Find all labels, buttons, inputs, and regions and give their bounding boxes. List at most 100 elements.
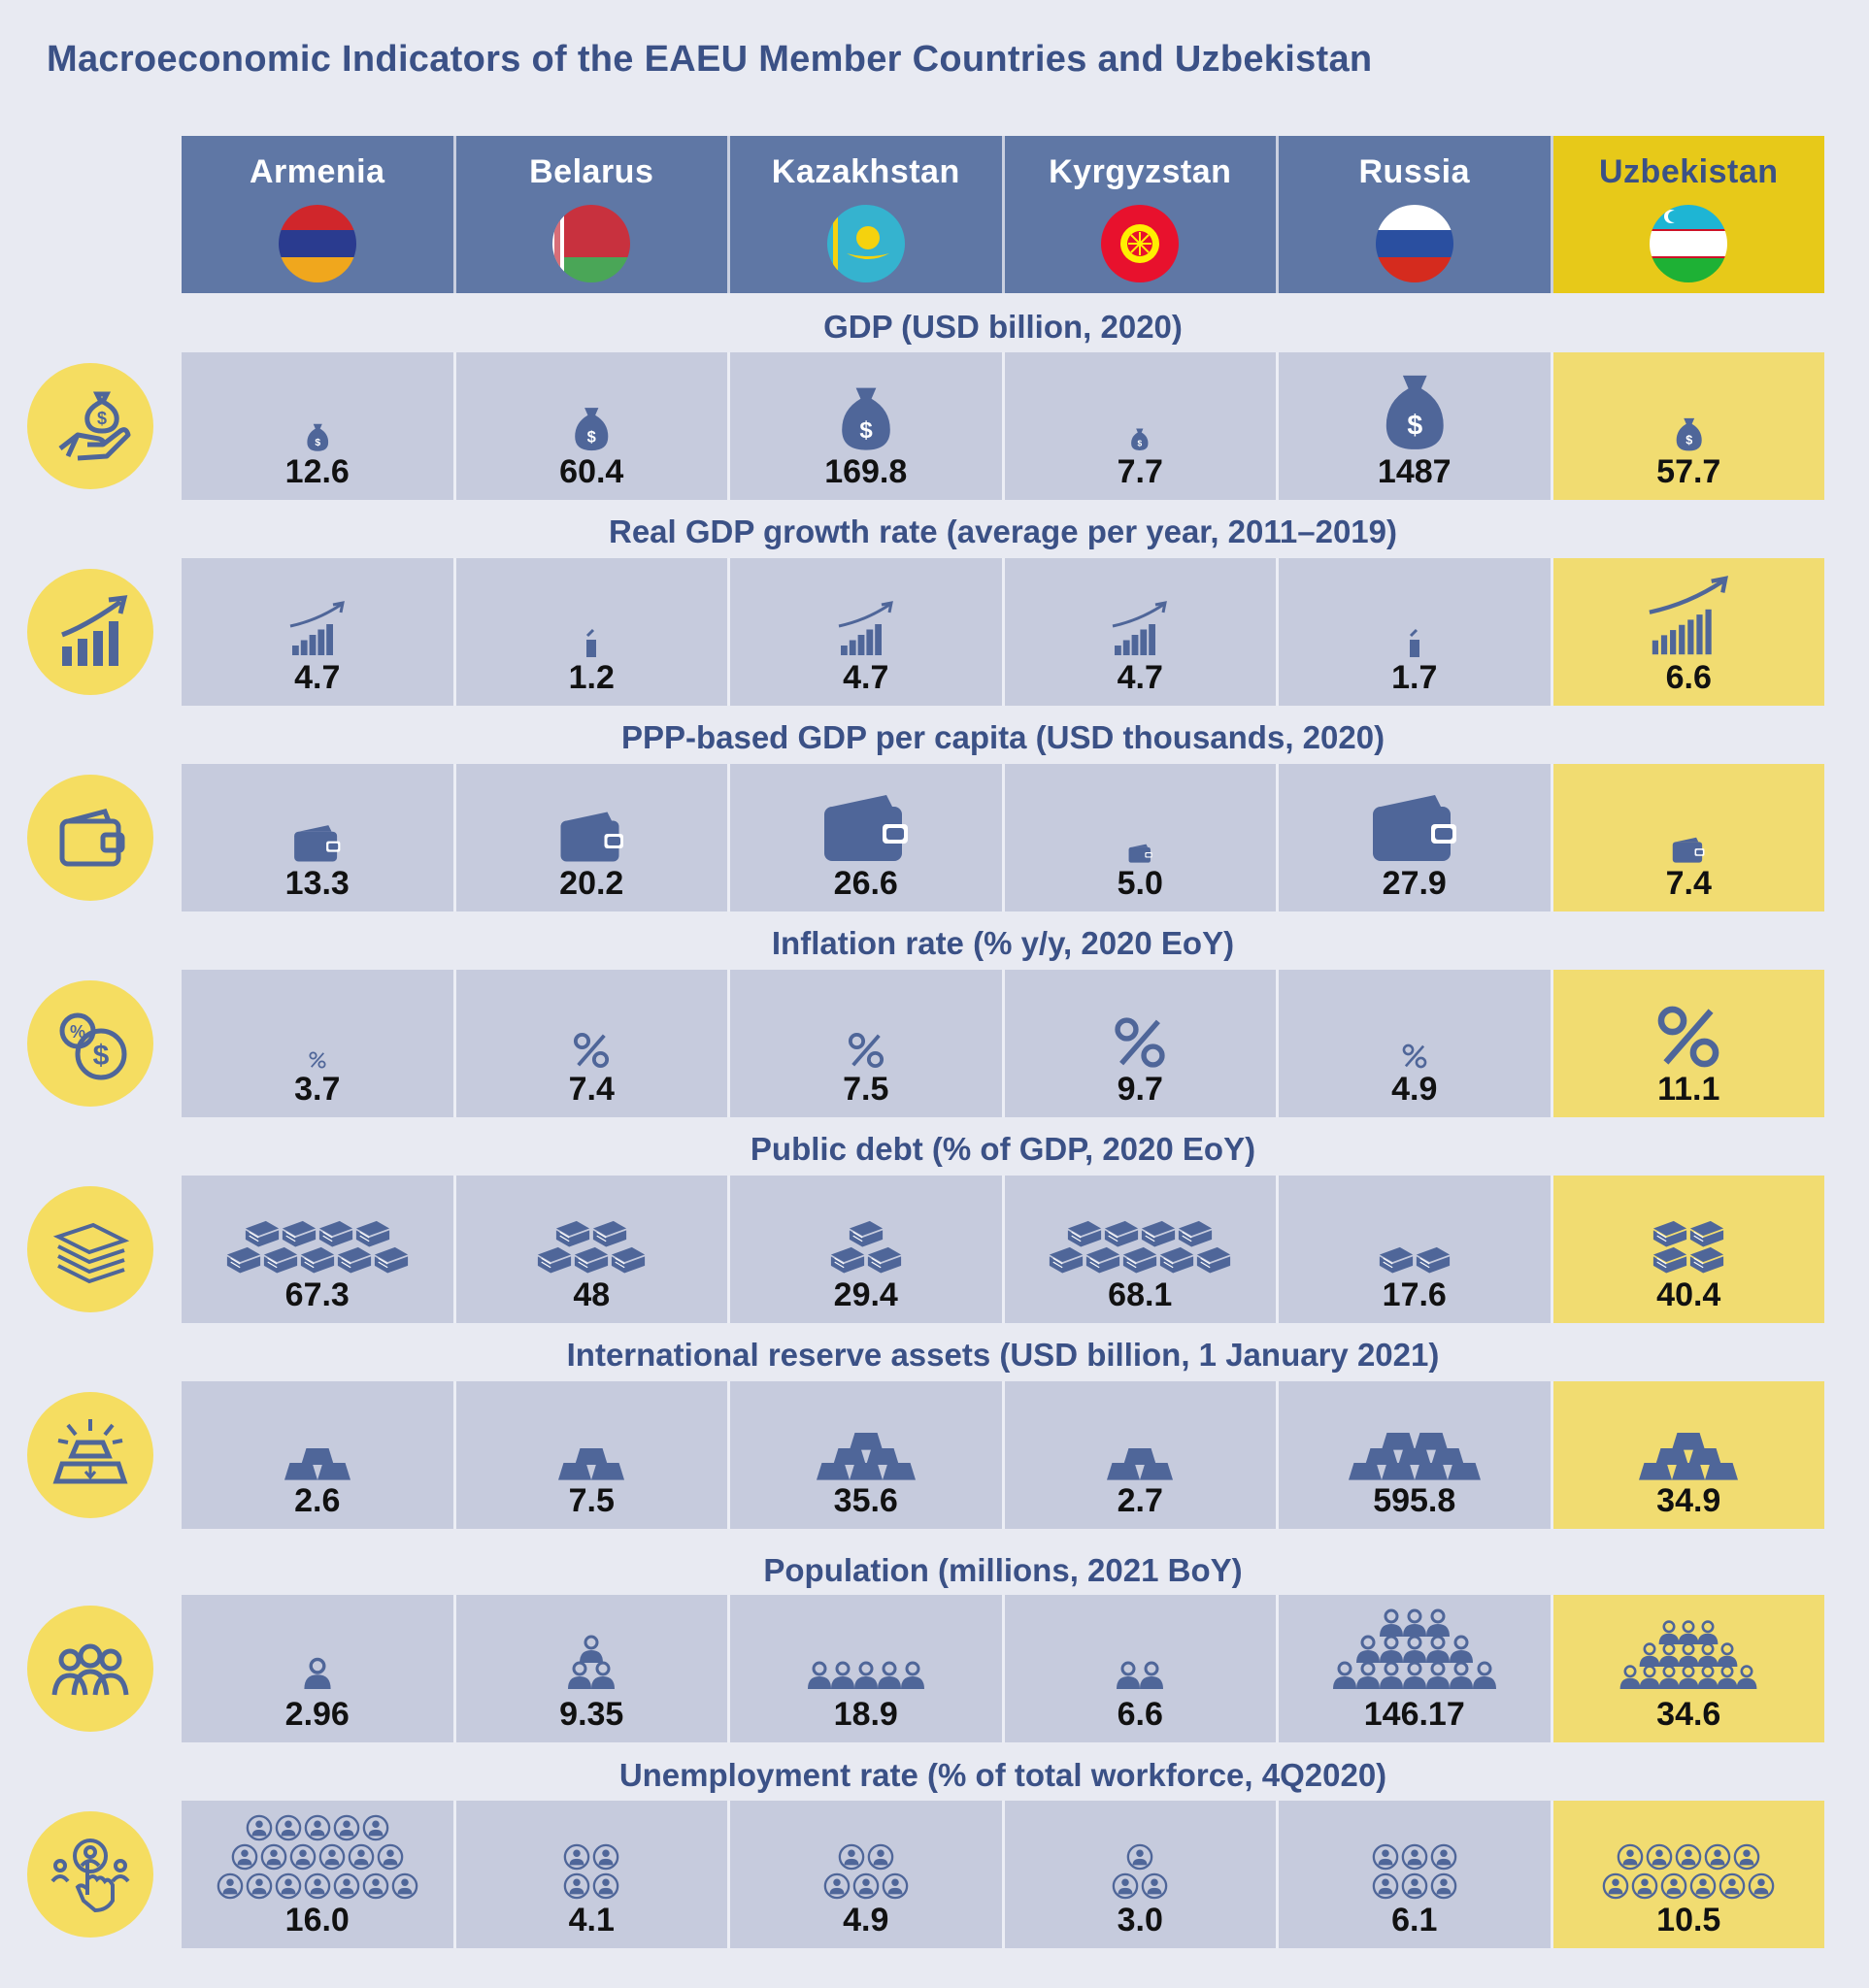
value-cell: 9.35 bbox=[455, 1595, 730, 1742]
money-bag-icon: $ bbox=[306, 352, 330, 455]
indicator-value: 60.4 bbox=[559, 453, 624, 490]
value-cell: 4.1 bbox=[455, 1801, 730, 1948]
indicator-value: 2.6 bbox=[294, 1482, 341, 1519]
money-bag-icon: $ bbox=[839, 352, 893, 455]
people-icon bbox=[27, 1606, 153, 1732]
svg-text:$: $ bbox=[587, 428, 596, 446]
kazakhstan-flag-icon bbox=[826, 205, 905, 282]
indicator-value: 7.4 bbox=[568, 1071, 615, 1108]
growth-chart-icon bbox=[27, 569, 153, 695]
value-cell: 11.1 bbox=[1552, 970, 1824, 1117]
indicator-value: 7.7 bbox=[1117, 453, 1163, 490]
value-cell: 2.7 bbox=[1004, 1381, 1279, 1529]
value-cell: $57.7 bbox=[1552, 352, 1824, 500]
value-cell: 17.6 bbox=[1279, 1176, 1553, 1323]
gold-bars-icon bbox=[558, 1381, 625, 1484]
person-icon bbox=[807, 1595, 924, 1698]
country-kazakhstan: Kazakhstan bbox=[730, 136, 1005, 293]
value-cell: 35.6 bbox=[730, 1381, 1005, 1529]
country-name: Kazakhstan bbox=[771, 153, 960, 190]
indicator-value: 6.6 bbox=[1665, 659, 1712, 696]
indicator-title: GDP (USD billion, 2020) bbox=[823, 309, 1183, 345]
indicator-value: 9.7 bbox=[1117, 1071, 1163, 1108]
wallet-icon bbox=[1672, 764, 1705, 867]
money-bag-icon: $ bbox=[1130, 352, 1150, 455]
person-circle-icon bbox=[1602, 1801, 1775, 1904]
hand-pointer-people-icon bbox=[50, 1839, 130, 1913]
wallet-icon bbox=[822, 764, 910, 867]
value-cell: $169.8 bbox=[730, 352, 1005, 500]
value-cell: 595.8 bbox=[1279, 1381, 1553, 1529]
indicator-title: Population (millions, 2021 BoY) bbox=[763, 1552, 1243, 1588]
indicator-title: Unemployment rate (% of total workforce,… bbox=[618, 1757, 1387, 1793]
indicator-value: 40.4 bbox=[1656, 1276, 1721, 1313]
growth-bars-icon bbox=[1111, 558, 1169, 661]
person-icon bbox=[304, 1595, 331, 1698]
indicator-value: 48 bbox=[573, 1276, 611, 1313]
indicator-value: 1.7 bbox=[1391, 659, 1438, 696]
value-cell: 7.4 bbox=[1552, 764, 1824, 911]
indicator-title: Inflation rate (% y/y, 2020 EoY) bbox=[771, 925, 1235, 961]
indicator-row: $12.6 $60.4 $169.8 $7.7 $1487 $57.7 bbox=[182, 352, 1824, 500]
indicator-value: 35.6 bbox=[833, 1482, 898, 1519]
money-bag-icon: $ bbox=[1383, 352, 1448, 455]
growth-bars-icon bbox=[837, 558, 895, 661]
hand-pointer-people-icon bbox=[27, 1811, 153, 1938]
growth-bars-icon bbox=[1647, 558, 1731, 661]
indicator-value: 1487 bbox=[1377, 453, 1452, 490]
value-cell: 2.96 bbox=[182, 1595, 456, 1742]
indicator-value: 7.5 bbox=[568, 1482, 615, 1519]
svg-text:$: $ bbox=[1138, 439, 1143, 448]
wallet-icon bbox=[1371, 764, 1458, 867]
indicator-value: 4.9 bbox=[1391, 1071, 1438, 1108]
percent-icon bbox=[573, 970, 610, 1073]
hand-money-bag-icon: $ bbox=[58, 391, 131, 461]
indicator-value: 18.9 bbox=[833, 1696, 898, 1733]
gold-bars-icon bbox=[1639, 1381, 1739, 1484]
money-bag-icon: $ bbox=[573, 352, 611, 455]
percent-coin-icon: % $ bbox=[59, 1012, 127, 1080]
value-cell: 2.6 bbox=[182, 1381, 456, 1529]
country-armenia: Armenia bbox=[182, 136, 456, 293]
value-cell: $7.7 bbox=[1004, 352, 1279, 500]
gold-bars-icon bbox=[284, 1381, 350, 1484]
value-cell: 6.6 bbox=[1004, 1595, 1279, 1742]
value-cell: 13.3 bbox=[182, 764, 456, 911]
indicator-row: 2.6 7.5 35.6 2.7 595.8 34.9 bbox=[182, 1381, 1824, 1529]
indicator-value: 11.1 bbox=[1657, 1071, 1720, 1108]
indicator-value: 4.9 bbox=[843, 1902, 889, 1938]
indicator-value: 4.7 bbox=[294, 659, 341, 696]
indicator-row: 16.0 4.1 4.9 3.0 6.1 10.5 bbox=[182, 1801, 1824, 1948]
value-cell: 20.2 bbox=[455, 764, 730, 911]
indicator-title: Real GDP growth rate (average per year, … bbox=[608, 514, 1397, 549]
indicator-row: 3.7 7.4 7.5 9.7 4.9 11.1 bbox=[182, 970, 1824, 1117]
value-cell: 1.2 bbox=[455, 558, 730, 706]
indicator-value: 1.2 bbox=[568, 659, 615, 696]
value-cell: 6.1 bbox=[1279, 1801, 1553, 1948]
indicator-value: 26.6 bbox=[833, 865, 898, 902]
indicator-value: 146.17 bbox=[1363, 1696, 1465, 1733]
person-icon bbox=[1117, 1595, 1164, 1698]
indicator-title: International reserve assets (USD billio… bbox=[566, 1337, 1440, 1373]
gold-bar-icon bbox=[27, 1392, 153, 1518]
banknote-bundle-icon bbox=[1652, 1176, 1725, 1278]
wallet-icon bbox=[1128, 764, 1152, 867]
country-kyrgyzstan: Kyrgyzstan bbox=[1004, 136, 1279, 293]
value-cell: 10.5 bbox=[1552, 1801, 1824, 1948]
svg-text:$: $ bbox=[1407, 411, 1422, 442]
value-cell: 7.5 bbox=[730, 970, 1005, 1117]
growth-bars-icon bbox=[584, 558, 599, 661]
percent-icon bbox=[1402, 970, 1427, 1073]
indicator-value: 3.0 bbox=[1117, 1902, 1163, 1938]
svg-text:$: $ bbox=[1685, 433, 1692, 447]
people-icon bbox=[51, 1643, 129, 1696]
svg-text:%: % bbox=[70, 1022, 85, 1042]
value-cell: 68.1 bbox=[1004, 1176, 1279, 1323]
value-cell: 9.7 bbox=[1004, 970, 1279, 1117]
russia-flag-icon bbox=[1375, 205, 1453, 282]
indicator-value: 27.9 bbox=[1382, 865, 1447, 902]
value-cell: 3.0 bbox=[1004, 1801, 1279, 1948]
country-name: Belarus bbox=[529, 153, 654, 190]
value-cell: $12.6 bbox=[182, 352, 456, 500]
money-stack-icon bbox=[27, 1186, 153, 1312]
